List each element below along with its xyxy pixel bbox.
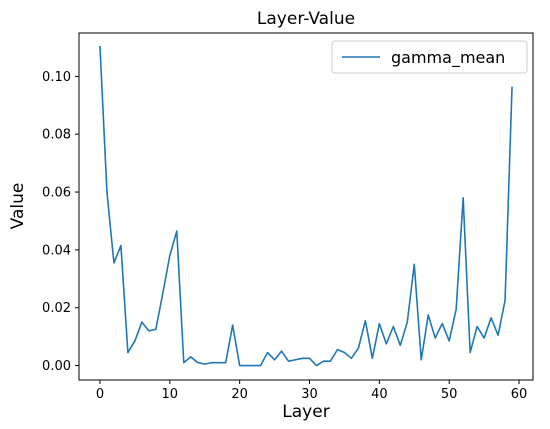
legend-box [331, 40, 528, 74]
x-tick-label: 30 [301, 387, 318, 402]
y-tick-label: 0.10 [42, 70, 71, 85]
y-tick-label: 0.04 [42, 243, 71, 258]
chart-title: Layer-Value [257, 9, 355, 29]
x-tick-label: 60 [511, 387, 528, 402]
x-tick-label: 20 [231, 387, 248, 402]
legend-label: gamma_mean [391, 48, 505, 68]
x-axis-title: Layer [282, 402, 329, 422]
series-line-gamma_mean [99, 45, 513, 367]
series-layer [99, 45, 513, 367]
x-tick-label: 0 [96, 387, 104, 402]
x-tick-label: 10 [162, 387, 179, 402]
y-tick-label: 0.02 [42, 301, 71, 316]
y-tick-label: 0.06 [42, 186, 71, 201]
x-axis-ticks: 0 10 20 30 40 50 60 [96, 380, 527, 402]
x-tick-label: 50 [441, 387, 458, 402]
y-tick-label: 0.08 [42, 128, 71, 143]
y-axis-title: Value [8, 183, 28, 230]
y-axis-ticks: 0.00 0.02 0.04 0.06 0.08 0.10 [42, 70, 79, 374]
plot-area-frame [78, 32, 534, 381]
x-tick-label: 40 [371, 387, 388, 402]
legend: gamma_mean [331, 40, 528, 74]
y-tick-label: 0.00 [42, 359, 71, 374]
